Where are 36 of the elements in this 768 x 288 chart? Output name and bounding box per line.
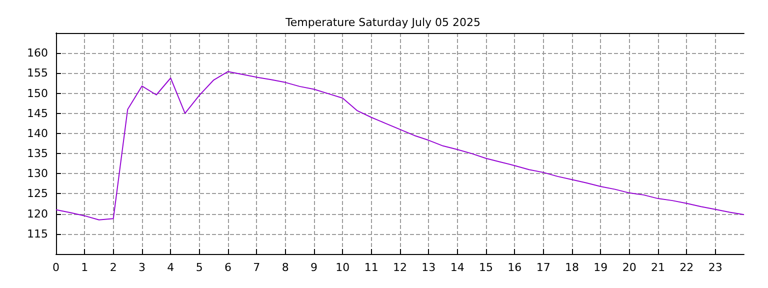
x-tick-label: 2 xyxy=(110,261,117,274)
y-tick-label: 130 xyxy=(27,167,48,180)
y-tick-label: 145 xyxy=(27,106,48,120)
y-tick-label: 150 xyxy=(27,86,48,100)
x-tick-label: 17 xyxy=(536,261,550,274)
x-tick-label: 10 xyxy=(336,261,350,274)
x-tick-label: 9 xyxy=(310,261,318,274)
x-tick-label: 8 xyxy=(282,261,289,274)
x-tick-label: 15 xyxy=(479,261,493,274)
x-tick-label: 13 xyxy=(422,261,436,274)
x-tick-label: 12 xyxy=(393,261,407,274)
x-tick-label: 0 xyxy=(52,261,60,274)
x-tick-label: 16 xyxy=(508,261,522,274)
x-tick-label: 5 xyxy=(196,261,203,274)
x-tick-label: 4 xyxy=(167,261,174,274)
y-tick-label: 120 xyxy=(27,207,48,220)
x-tick-label: 7 xyxy=(253,261,260,274)
x-tick-label: 6 xyxy=(224,261,232,274)
x-tick-label: 19 xyxy=(594,261,608,274)
x-tick-label: 14 xyxy=(450,261,464,274)
x-tick-label: 22 xyxy=(680,261,694,274)
line-series xyxy=(56,71,744,220)
y-tick-label: 115 xyxy=(27,227,48,240)
x-tick-label: 23 xyxy=(708,261,722,274)
x-tick-label: 1 xyxy=(81,261,88,274)
x-tick-label: 3 xyxy=(138,261,146,274)
x-tick-label: 11 xyxy=(364,261,378,274)
y-tick-label: 135 xyxy=(27,147,48,160)
y-tick-label: 160 xyxy=(27,46,48,60)
x-tick-label: 21 xyxy=(651,261,665,274)
y-tick-label: 140 xyxy=(27,126,48,140)
x-tick-label: 18 xyxy=(565,261,579,274)
chart-title: Temperature Saturday July 05 2025 xyxy=(284,16,481,29)
x-tick-label: 20 xyxy=(622,261,636,274)
y-tick-label: 155 xyxy=(27,66,48,80)
y-tick-label: 125 xyxy=(27,187,48,200)
